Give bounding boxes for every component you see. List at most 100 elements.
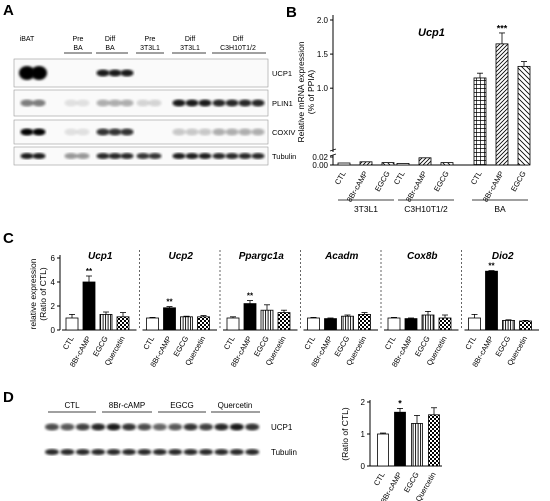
bar <box>277 312 291 331</box>
blot-band <box>96 153 110 159</box>
blot-band <box>212 99 226 107</box>
blot-band <box>172 128 186 136</box>
panel-a-western-blot: iBAT Pre BA Diff BA Pre 3T3L1 Diff 3T3L1 Diff C3H1… <box>13 36 296 166</box>
blot-band <box>64 99 78 107</box>
panel-label-d: D <box>3 389 14 406</box>
gene-title: Acadm <box>324 251 358 262</box>
y-tick-label: 1.5 <box>317 50 329 59</box>
y-tick-label: 1.0 <box>317 84 329 93</box>
x-tick-label: CTL <box>333 170 348 187</box>
bar <box>381 162 395 166</box>
blot-band <box>76 99 90 107</box>
bar <box>517 65 531 166</box>
chart-title: Ucp1 <box>418 27 445 39</box>
blot-band <box>245 449 260 455</box>
blot-band <box>172 153 186 159</box>
lane-label-bottom: 3T3L1 <box>140 45 160 52</box>
lane-label-top: Pre <box>73 36 84 43</box>
blot-band <box>91 423 106 431</box>
blot-band <box>32 128 46 136</box>
x-tick-label: CTL <box>222 335 237 352</box>
blot-band <box>183 449 198 455</box>
blot-band <box>108 128 122 136</box>
x-tick-label: CTL <box>302 335 317 352</box>
blot-band <box>76 153 90 159</box>
blot-band <box>106 449 121 455</box>
blot-band <box>225 153 239 159</box>
blot-group-label: EGCG <box>170 401 194 410</box>
blot-label: PLIN1 <box>272 99 293 108</box>
y-tick-label: 0 <box>361 462 366 471</box>
blot-band <box>185 128 199 136</box>
gene-title: Dio2 <box>492 251 514 262</box>
lane-label-top: Pre <box>145 36 156 43</box>
blot-band <box>185 153 199 159</box>
blot-band <box>251 99 265 107</box>
bar <box>163 307 176 331</box>
blot-band <box>75 423 90 431</box>
bar <box>495 43 509 166</box>
blot-band <box>212 128 226 136</box>
blot-group-label: CTL <box>64 401 80 410</box>
blot-band <box>32 153 46 159</box>
significance-label: ** <box>247 292 254 301</box>
blot-band <box>96 69 110 77</box>
significance-label: ** <box>488 262 495 271</box>
lane-label-top: iBAT <box>20 36 35 43</box>
blot-band <box>148 153 162 159</box>
bar <box>404 318 418 331</box>
blot-band <box>108 99 122 107</box>
blot-band <box>172 99 186 107</box>
y-axis-label: (Ratio of CTL) <box>340 407 350 461</box>
blot-band <box>168 449 183 455</box>
blot-group-label: Quercetin <box>218 401 253 410</box>
blot-band <box>60 449 75 455</box>
bar <box>358 313 371 331</box>
bar <box>502 319 515 331</box>
blot-band <box>20 153 34 159</box>
bar <box>411 423 423 467</box>
bar <box>243 303 257 331</box>
y-axis-label-group: Relative mRNA expression(% of PPIA) <box>296 41 316 142</box>
bar <box>473 77 487 166</box>
blot-band <box>229 449 244 455</box>
blot-band <box>120 128 134 136</box>
blot-band <box>120 153 134 159</box>
blot-label: UCP1 <box>271 423 293 432</box>
x-tick-label: CTL <box>392 170 407 187</box>
gene-title: Ppargc1a <box>239 251 284 262</box>
significance-label: ** <box>166 298 173 307</box>
blot-label: COXIV <box>272 128 295 137</box>
bar <box>428 414 440 467</box>
blot-band <box>64 153 78 159</box>
blot-band <box>214 423 229 431</box>
blot-band <box>245 423 260 431</box>
y-tick-label: 2.0 <box>317 16 329 25</box>
bar <box>394 411 406 467</box>
blot-band <box>60 423 75 431</box>
bar <box>377 433 389 467</box>
blot-band <box>238 128 252 136</box>
blot-band <box>198 153 212 159</box>
bar <box>99 313 113 331</box>
blot-band <box>64 128 78 136</box>
blot-group-label: 8Br-cAMP <box>109 401 145 410</box>
y-tick-label: 0 <box>51 326 56 335</box>
blot-band <box>75 449 90 455</box>
blot-band <box>152 449 167 455</box>
blot-band <box>76 128 90 136</box>
blot-label: UCP1 <box>272 69 292 78</box>
blot-band <box>19 66 35 80</box>
bar <box>359 161 373 166</box>
blot-band <box>20 99 34 107</box>
y-tick-label: 0.00 <box>312 161 328 170</box>
bar <box>82 281 96 331</box>
panel-label-b: B <box>286 4 297 21</box>
y-tick-label: 0.02 <box>312 153 328 162</box>
blot-band <box>122 423 136 431</box>
bar <box>387 317 401 331</box>
bar <box>65 317 79 331</box>
x-tick-label: EGCG <box>432 169 451 193</box>
